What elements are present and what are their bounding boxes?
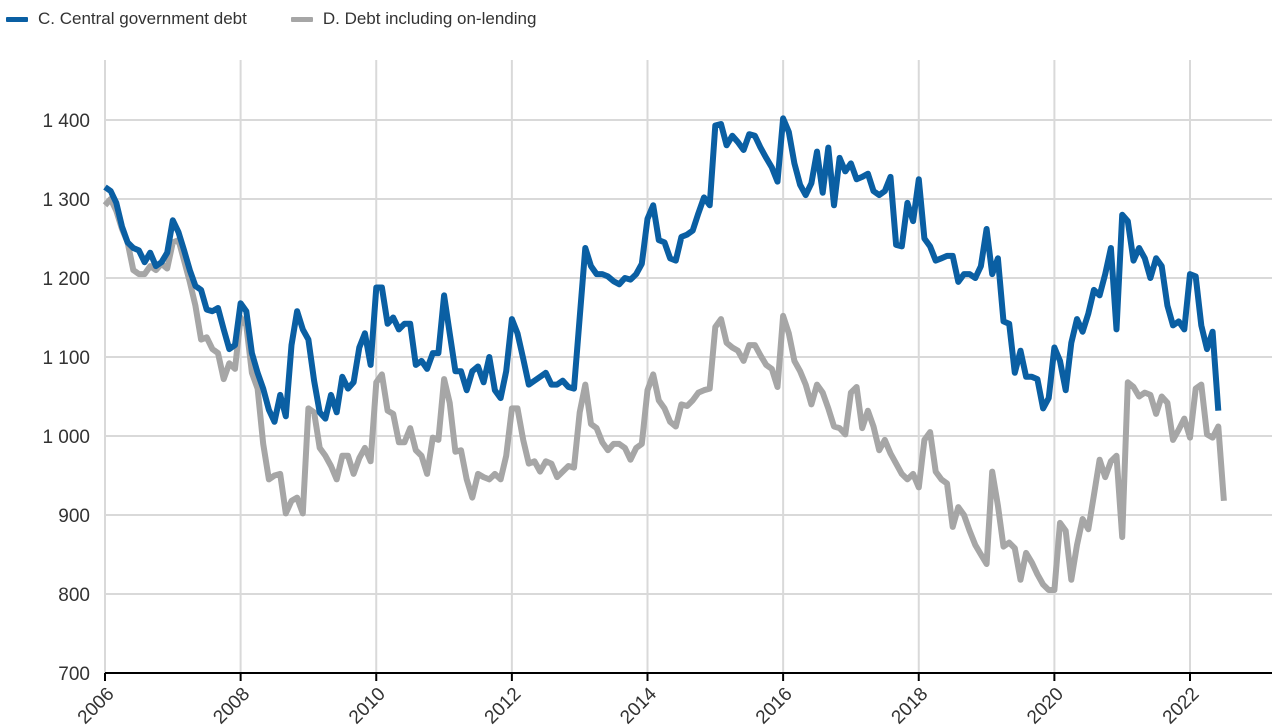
- x-tick-label: 2022: [1159, 684, 1204, 726]
- y-tick-label: 800: [58, 585, 90, 606]
- x-axis: 2006 2008 2010 2012 2014 2016 2018 2020 2022: [74, 673, 1204, 726]
- x-tick-label: 2016: [752, 684, 797, 726]
- series-group: [102, 115, 1227, 593]
- x-tick-label: 2020: [1023, 684, 1068, 726]
- legend-item-central-government-debt[interactable]: C. Central government debt: [6, 9, 247, 29]
- y-tick-label: 700: [58, 664, 90, 685]
- legend-swatch-debt-including-on-lending: [290, 16, 313, 22]
- series-line-debt-including-on-lending: [102, 196, 1227, 593]
- legend: C. Central government debt D. Debt inclu…: [6, 8, 536, 30]
- y-axis: 700 800 900 1 000 1 100 1 200 1 300 1 400: [42, 111, 90, 685]
- x-tick-label: 2006: [74, 684, 119, 726]
- legend-swatch-central-government-debt: [6, 16, 28, 22]
- gridlines: [104, 60, 1272, 673]
- y-tick-label: 900: [58, 506, 90, 527]
- legend-label-debt-including-on-lending: D. Debt including on-lending: [322, 9, 537, 28]
- y-tick-label: 1 100: [42, 348, 90, 369]
- y-tick-label: 1 300: [42, 190, 90, 211]
- legend-label-central-government-debt: C. Central government debt: [38, 9, 247, 28]
- series-line-central-government-debt: [103, 115, 1222, 425]
- y-tick-label: 1 000: [42, 427, 90, 448]
- x-tick-label: 2012: [481, 684, 526, 726]
- x-tick-label: 2008: [209, 684, 254, 726]
- x-tick-label: 2014: [616, 683, 661, 726]
- x-tick-label: 2010: [345, 684, 390, 726]
- legend-item-debt-including-on-lending[interactable]: D. Debt including on-lending: [290, 9, 537, 29]
- y-tick-label: 1 200: [42, 269, 90, 290]
- x-tick-label: 2018: [888, 684, 933, 726]
- y-tick-label: 1 400: [42, 111, 90, 132]
